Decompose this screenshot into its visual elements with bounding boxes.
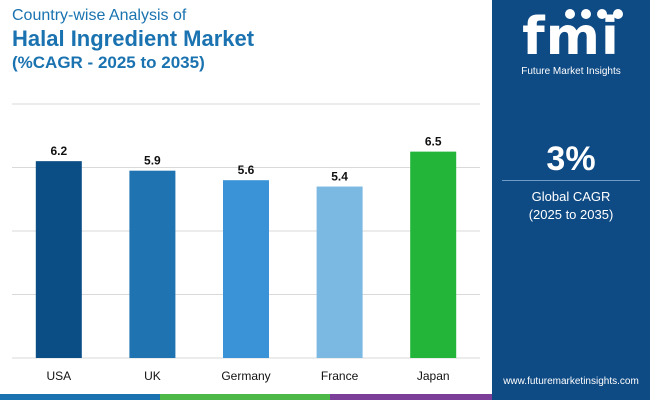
tick-label: UK xyxy=(144,369,161,383)
car-icon xyxy=(581,9,591,19)
gear-icon xyxy=(613,9,623,19)
data-label: 6.5 xyxy=(425,135,442,149)
divider xyxy=(502,180,640,181)
website-link[interactable]: www.futuremarketinsights.com xyxy=(503,376,639,387)
data-label: 6.2 xyxy=(50,144,67,158)
bottom-color-strip xyxy=(0,394,650,400)
chart-title-cagr: (%CAGR - 2025 to 2035) xyxy=(12,53,205,72)
tick-label: France xyxy=(321,369,359,383)
bar-uk xyxy=(129,170,176,358)
tick-label: USA xyxy=(46,369,71,383)
cagr-period-text: (2025 to 2035) xyxy=(528,207,614,222)
header: Country-wise Analysis of Halal Ingredien… xyxy=(12,6,254,74)
cagr-label-text: Global CAGR xyxy=(531,189,611,204)
global-cagr-value: 3% xyxy=(546,140,596,178)
flask-icon xyxy=(597,9,607,19)
data-label: 5.4 xyxy=(331,170,348,184)
strip-segment-4 xyxy=(492,394,650,400)
global-cagr-label: Global CAGR (2025 to 2035) xyxy=(492,188,650,224)
strip-segment-3 xyxy=(330,394,492,400)
logo-mark: fmi xyxy=(522,7,620,67)
strip-segment-2 xyxy=(160,394,330,400)
bar-france xyxy=(316,186,363,358)
logo-icons xyxy=(565,9,623,19)
logo: fmi Future Market Insights xyxy=(492,8,650,78)
chart-subtitle: Country-wise Analysis of xyxy=(12,7,187,24)
strip-segment-1 xyxy=(0,394,160,400)
globe-icon xyxy=(565,9,575,19)
tick-label: Germany xyxy=(221,369,270,383)
sidebar: fmi Future Market Insights 3% Global CAG… xyxy=(492,0,650,394)
tick-label: Japan xyxy=(417,369,450,383)
data-label: 5.9 xyxy=(144,154,161,168)
bar-usa xyxy=(35,161,82,358)
data-label: 5.6 xyxy=(238,163,255,177)
logo-text: Future Market Insights xyxy=(521,66,621,77)
bar-chart: 6.2 USA 5.9 UK 5.6 Germany 5.4 France 6.5 Japan xyxy=(12,103,480,383)
bar-germany xyxy=(223,180,269,358)
bar-japan xyxy=(410,151,457,358)
chart-title: Halal Ingredient Market xyxy=(12,26,255,51)
